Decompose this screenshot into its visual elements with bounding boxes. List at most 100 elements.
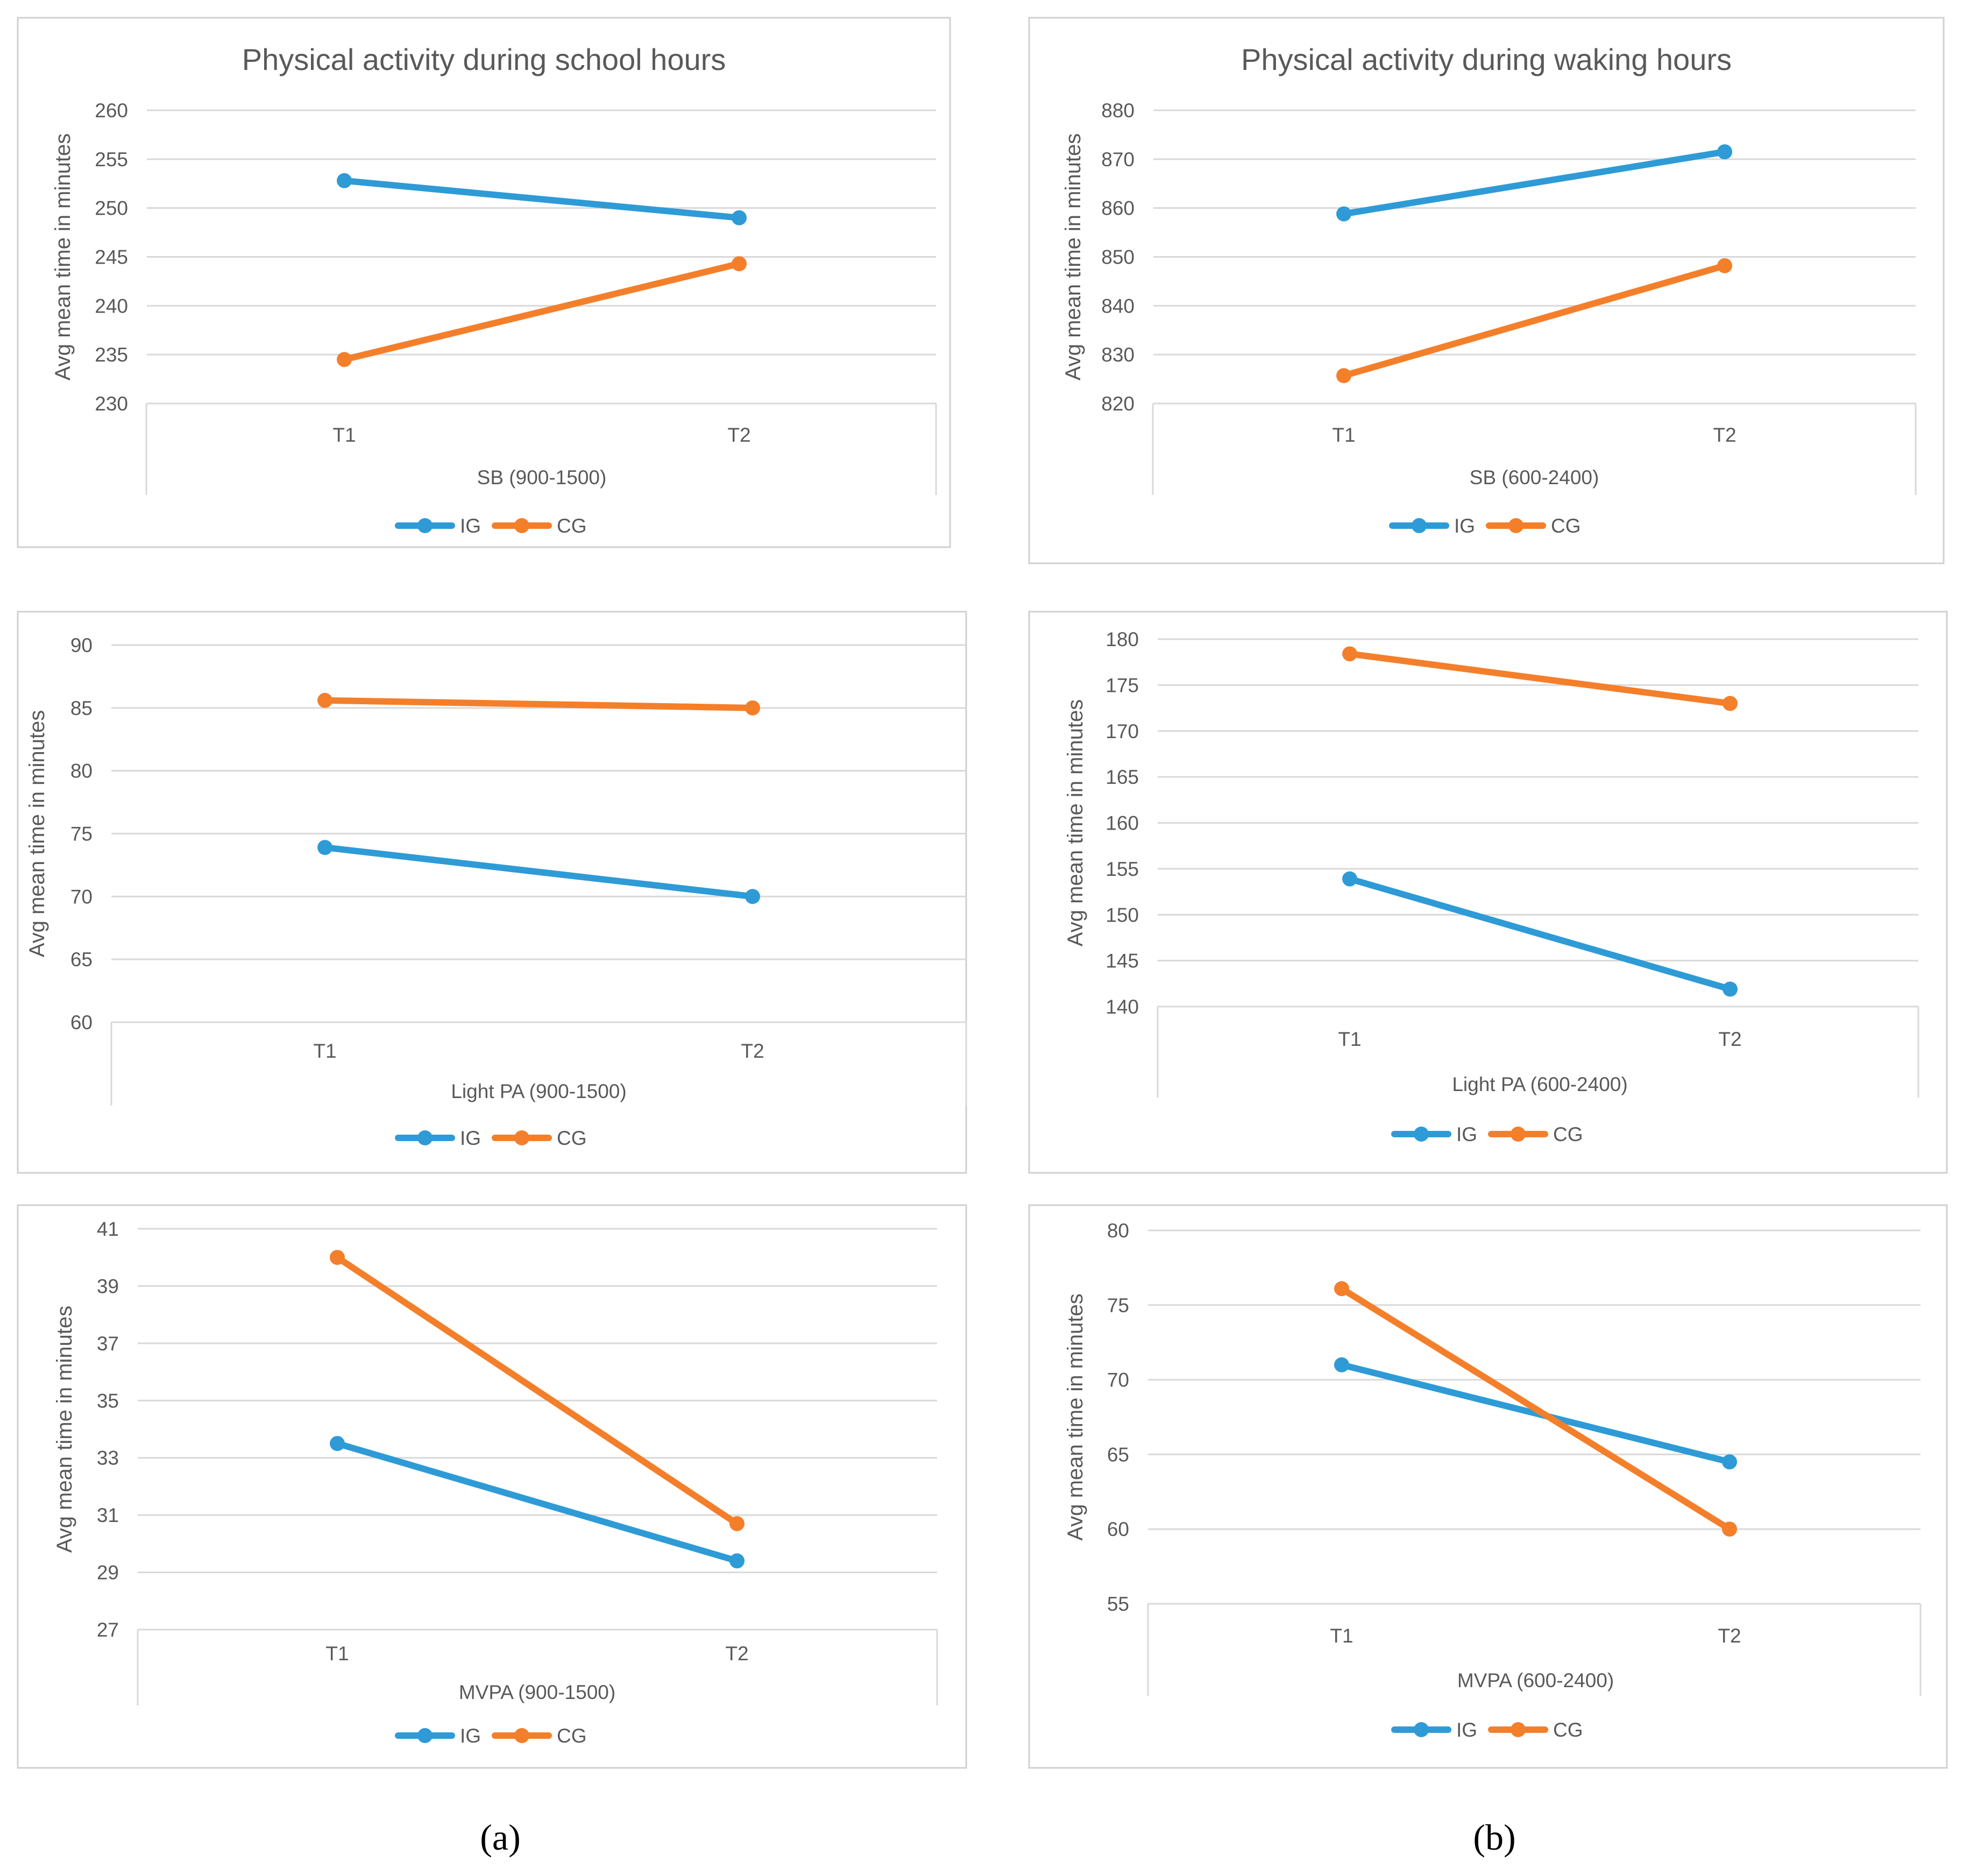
y-tick-label: 150 (1106, 904, 1139, 926)
series-line-ig (334, 1440, 740, 1564)
chart-frame (1028, 17, 1945, 564)
data-point-cg (337, 352, 352, 367)
legend-marker-cg (514, 518, 529, 533)
chart-frame (1028, 1204, 1948, 1769)
legend-label-ig: IG (460, 1725, 481, 1747)
y-tick-label: 245 (95, 246, 128, 268)
y-axis-label: Avg mean time in minutes (51, 133, 75, 380)
x-tick-label: T1 (313, 1040, 336, 1062)
x-tick-label: T2 (1718, 1625, 1741, 1647)
legend-label-cg: CG (557, 515, 587, 537)
series-line-ig (1338, 1361, 1733, 1466)
y-tick-label: 29 (97, 1562, 119, 1584)
data-point-ig (1336, 206, 1351, 222)
series-line-ig (322, 844, 756, 900)
y-tick-label: 27 (97, 1619, 119, 1641)
data-point-cg (330, 1250, 345, 1265)
series-line-cg (334, 1254, 740, 1527)
x-tick-label: T2 (1718, 1028, 1741, 1050)
y-axis-label: Avg mean time in minutes (1064, 699, 1087, 946)
x-tick-label: T2 (1713, 424, 1736, 446)
y-axis-label: Avg mean time in minutes (53, 1306, 76, 1553)
y-tick-label: 260 (95, 100, 128, 122)
data-point-cg (1342, 646, 1357, 662)
y-tick-label: 250 (95, 197, 128, 220)
x-axis-label: SB (900-1500) (477, 466, 607, 489)
chart-panel-light-school: 90 85 80 75 70 65 60 T1 T2 Light PA (900-1500) Avg… (17, 611, 967, 1174)
y-tick-label: 235 (95, 344, 128, 366)
data-point-cg (317, 692, 332, 708)
legend-label-cg: CG (1553, 1123, 1583, 1145)
y-tick-label: 145 (1106, 950, 1139, 972)
legend-marker-cg (1508, 518, 1523, 533)
legend-label-cg: CG (557, 1725, 587, 1747)
y-tick-label: 175 (1106, 674, 1139, 696)
y-tick-label: 90 (70, 634, 93, 656)
data-point-cg (1723, 696, 1738, 711)
y-tick-label: 65 (1107, 1443, 1129, 1466)
y-tick-label: 840 (1101, 295, 1135, 317)
chart-frame (1028, 611, 1948, 1174)
legend-marker-ig (417, 1728, 433, 1743)
x-tick-label: T1 (1330, 1625, 1353, 1647)
data-point-cg (745, 700, 760, 716)
y-tick-label: 155 (1106, 858, 1139, 880)
legend-marker-ig (417, 518, 433, 533)
y-tick-label: 60 (1107, 1518, 1129, 1540)
x-axis-label: SB (600-2400) (1470, 466, 1599, 489)
y-tick-label: 70 (70, 886, 93, 908)
data-point-ig (337, 173, 352, 188)
y-tick-label: 850 (1101, 246, 1135, 268)
series-line-ig (1341, 148, 1728, 217)
y-tick-label: 65 (70, 948, 93, 971)
y-tick-label: 31 (97, 1504, 119, 1526)
legend-marker-cg (514, 1130, 529, 1145)
x-axis-label: MVPA (900-1500) (459, 1681, 615, 1703)
x-tick-label: T1 (1338, 1028, 1361, 1050)
series-line-cg (341, 260, 742, 363)
x-tick-label: T1 (325, 1643, 349, 1665)
y-tick-label: 80 (70, 760, 93, 782)
y-tick-label: 55 (1107, 1593, 1129, 1615)
y-tick-label: 75 (70, 823, 93, 845)
y-tick-label: 140 (1106, 996, 1139, 1018)
legend-label-ig: IG (460, 1127, 481, 1149)
x-tick-label: T2 (725, 1643, 748, 1665)
caption-a: (a) (480, 1817, 520, 1858)
y-tick-label: 165 (1106, 766, 1139, 788)
data-point-ig (1342, 871, 1357, 887)
y-tick-label: 70 (1107, 1369, 1129, 1391)
chart-panel-mvpa-school: 41 39 37 35 33 31 29 27 T1 T2 MVPA (900-1500) Avg m… (17, 1204, 967, 1769)
y-tick-label: 41 (97, 1218, 119, 1240)
legend-marker-ig (1414, 1127, 1429, 1142)
data-point-ig (1723, 981, 1738, 997)
y-axis-label: Avg mean time in minutes (25, 710, 49, 957)
data-point-ig (1717, 144, 1732, 160)
data-point-cg (1334, 1281, 1349, 1297)
y-tick-label: 880 (1101, 100, 1135, 122)
series-line-ig (341, 177, 742, 221)
legend-marker-ig (1412, 518, 1427, 533)
series-line-ig (1347, 875, 1733, 993)
chart-title: Physical activity during school hours (242, 43, 726, 76)
data-point-cg (1722, 1521, 1737, 1537)
chart-panel-mvpa-waking: 80 75 70 65 60 55 T1 T2 MVPA (600-2400) Avg mean … (1028, 1204, 1948, 1769)
series-line-cg (322, 697, 756, 711)
x-tick-label: T2 (741, 1040, 764, 1062)
chart-frame (17, 17, 951, 548)
y-tick-label: 830 (1101, 344, 1135, 366)
y-tick-label: 820 (1101, 393, 1135, 415)
data-point-ig (1722, 1454, 1737, 1470)
y-tick-label: 75 (1107, 1294, 1129, 1316)
data-point-ig (729, 1553, 745, 1569)
chart-panel-light-waking: 180 175 170 165 160 155 150 145 140 T1 T2 Light PA … (1028, 611, 1948, 1174)
legend-label-ig: IG (460, 515, 481, 537)
series-line-cg (1338, 1285, 1733, 1533)
data-point-cg (732, 256, 747, 272)
y-tick-label: 85 (70, 697, 93, 719)
legend-label-ig: IG (1454, 515, 1475, 537)
y-tick-label: 33 (97, 1447, 119, 1469)
caption-b: (b) (1473, 1817, 1515, 1858)
y-tick-label: 170 (1106, 720, 1139, 742)
data-point-cg (729, 1516, 745, 1532)
